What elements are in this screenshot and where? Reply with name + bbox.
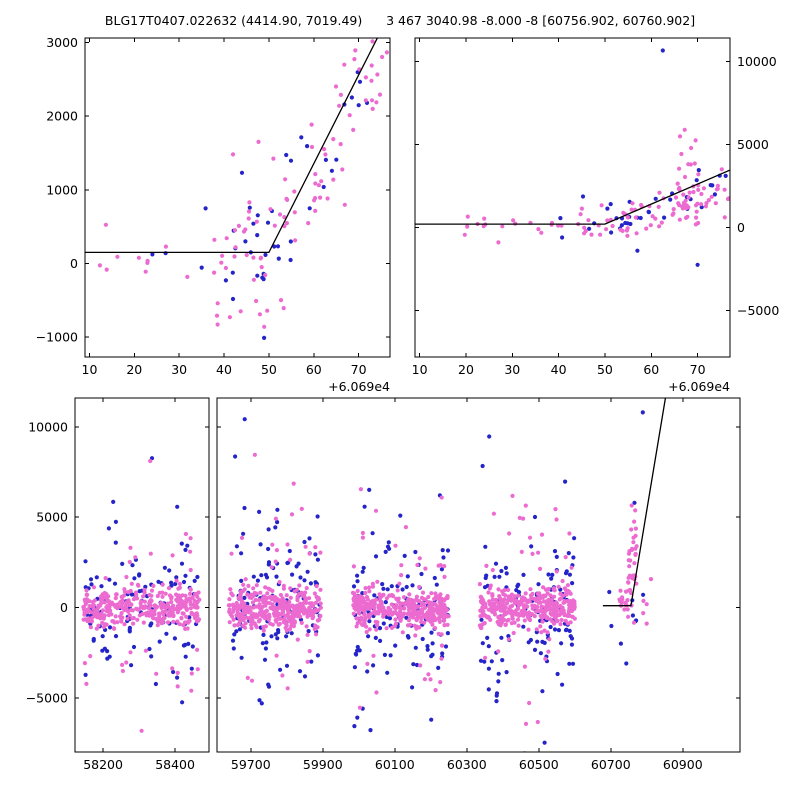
svg-text:59900: 59900 — [303, 757, 343, 772]
svg-text:50: 50 — [597, 362, 613, 377]
x-tick-labels-bottom-right-segment: 59700 59900 60100 60300 60500 60700 60900 — [231, 757, 703, 772]
model-line-top-left — [85, 38, 379, 254]
axes-top-right: 10 20 30 40 50 60 70 −5000 0 5000 10000 +6.069e4 — [412, 37, 779, 394]
svg-text:10: 10 — [412, 362, 428, 377]
ticks-top-left — [85, 38, 390, 357]
x-tick-labels-top-right: 10 20 30 40 50 60 70 — [412, 362, 706, 377]
svg-text:10: 10 — [82, 362, 98, 377]
svg-text:58200: 58200 — [83, 757, 123, 772]
svg-text:70: 70 — [351, 362, 367, 377]
scatter-points-top-right — [462, 48, 730, 267]
svg-text:5000: 5000 — [737, 137, 769, 152]
chart-title: BLG17T0407.022632 (4414.90, 7019.49) 3 4… — [104, 13, 696, 28]
axes-bottom-left-segment: 58200 58400 −5000 0 5000 10000 — [26, 397, 210, 772]
svg-text:60: 60 — [306, 362, 322, 377]
axes-frame-bottom-right-segment — [216, 397, 741, 753]
x-tick-labels-bottom-left-segment: 58200 58400 — [83, 757, 195, 772]
svg-text:0: 0 — [737, 220, 745, 235]
svg-text:10000: 10000 — [28, 419, 68, 434]
scatter-points-top-left — [97, 39, 389, 340]
svg-text:10000: 10000 — [737, 54, 777, 69]
svg-text:0: 0 — [60, 600, 68, 615]
svg-text:60700: 60700 — [591, 757, 631, 772]
svg-text:60900: 60900 — [663, 757, 703, 772]
axes-top-left: 10 20 30 40 50 60 70 −1000 0 1000 2000 3000 +6.069e4 — [36, 35, 391, 394]
svg-text:3000: 3000 — [46, 35, 78, 50]
svg-text:2000: 2000 — [46, 109, 78, 124]
axes-frame-top-left — [84, 37, 391, 358]
axes-frame-bottom-left-segment — [74, 397, 210, 753]
scatter-points-bottom-left-segment — [81, 456, 202, 733]
svg-text:40: 40 — [551, 362, 567, 377]
svg-text:40: 40 — [216, 362, 232, 377]
scatter-points-bottom-right-segment — [226, 410, 654, 752]
svg-text:30: 30 — [504, 362, 520, 377]
svg-text:20: 20 — [458, 362, 474, 377]
x-axis-offset-label-top-left: +6.069e4 — [328, 379, 390, 394]
svg-text:20: 20 — [126, 362, 142, 377]
svg-text:60300: 60300 — [447, 757, 487, 772]
y-tick-labels-top-left: −1000 0 1000 2000 3000 — [36, 35, 78, 345]
svg-text:70: 70 — [690, 362, 706, 377]
svg-text:58400: 58400 — [155, 757, 195, 772]
axes-frame-top-right — [414, 37, 731, 358]
model-line-top-right — [415, 169, 730, 225]
svg-text:59700: 59700 — [231, 757, 271, 772]
ticks-bottom-right-segment — [217, 398, 740, 752]
svg-text:30: 30 — [171, 362, 187, 377]
svg-text:60500: 60500 — [519, 757, 559, 772]
svg-text:−5000: −5000 — [26, 690, 68, 705]
x-axis-offset-label-top-right: +6.069e4 — [668, 379, 730, 394]
svg-text:1000: 1000 — [46, 182, 78, 197]
model-line-bottom-right-segment — [602, 398, 667, 607]
axes-bottom-right-segment: 59700 59900 60100 60300 60500 60700 60900 — [216, 397, 741, 772]
svg-text:60100: 60100 — [375, 757, 415, 772]
svg-text:−1000: −1000 — [36, 330, 78, 345]
svg-text:60: 60 — [643, 362, 659, 377]
x-tick-labels-top-left: 10 20 30 40 50 60 70 — [82, 362, 367, 377]
svg-text:−5000: −5000 — [737, 303, 779, 318]
svg-text:50: 50 — [261, 362, 277, 377]
y-tick-labels-top-right: −5000 0 5000 10000 — [737, 54, 779, 318]
ticks-bottom-left-segment — [75, 398, 209, 752]
svg-text:5000: 5000 — [36, 510, 68, 525]
svg-text:0: 0 — [70, 256, 78, 271]
y-tick-labels-bottom-left-segment: −5000 0 5000 10000 — [26, 419, 68, 705]
ticks-top-right — [415, 38, 730, 357]
